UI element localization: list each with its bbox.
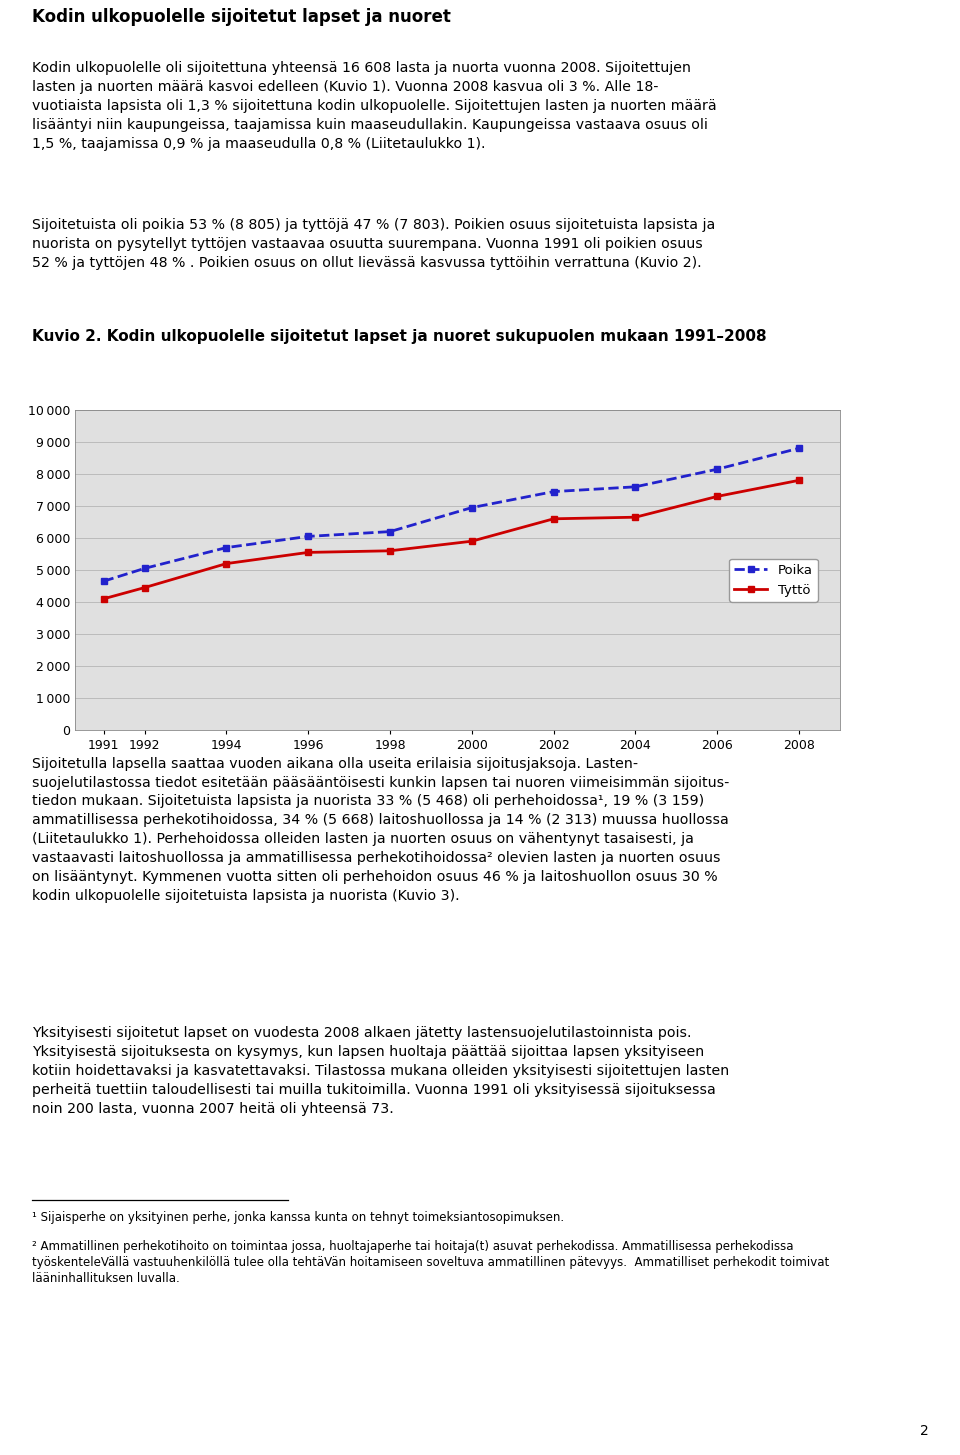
- Tyttö: [302, 544, 314, 562]
- Poika: [98, 572, 109, 589]
- Tyttö: [98, 591, 109, 608]
- Poika: [630, 479, 641, 496]
- Text: Sijoitetuista oli poikia 53 % (8 805) ja tyttöjä 47 % (7 803). Poikien osuus sij: Sijoitetuista oli poikia 53 % (8 805) ja…: [32, 218, 715, 271]
- Legend: Poika, Tyttö: Poika, Tyttö: [729, 559, 818, 602]
- Text: Kodin ulkopuolelle oli sijoitettuna yhteensä 16 608 lasta ja nuorta vuonna 2008.: Kodin ulkopuolelle oli sijoitettuna yhte…: [32, 61, 716, 151]
- Line: Tyttö: Tyttö: [101, 477, 802, 601]
- Poika: [711, 460, 723, 477]
- Tyttö: [630, 508, 641, 525]
- Tyttö: [548, 511, 560, 528]
- Poika: [466, 499, 477, 517]
- Tyttö: [793, 471, 804, 489]
- Poika: [302, 528, 314, 546]
- Text: Kuvio 2. Kodin ulkopuolelle sijoitetut lapset ja nuoret sukupuolen mukaan 1991–2: Kuvio 2. Kodin ulkopuolelle sijoitetut l…: [32, 329, 766, 343]
- Tyttö: [139, 579, 151, 597]
- Poika: [384, 522, 396, 540]
- Text: ¹ Sijaisperhe on yksityinen perhe, jonka kanssa kunta on tehnyt toimeksiantosopi: ¹ Sijaisperhe on yksityinen perhe, jonka…: [32, 1211, 564, 1224]
- Text: Yksityisesti sijoitetut lapset on vuodesta 2008 alkaen jätetty lastensuojelutila: Yksityisesti sijoitetut lapset on vuodes…: [32, 1026, 729, 1116]
- Tyttö: [466, 533, 477, 550]
- Text: Sijoitetulla lapsella saattaa vuoden aikana olla useita erilaisia sijoitusjaksoj: Sijoitetulla lapsella saattaa vuoden aik…: [32, 757, 729, 904]
- Poika: [793, 439, 804, 457]
- Text: 2: 2: [920, 1423, 928, 1438]
- Tyttö: [221, 554, 232, 572]
- Tyttö: [711, 487, 723, 505]
- Text: Kodin ulkopuolelle sijoitetut lapset ja nuoret: Kodin ulkopuolelle sijoitetut lapset ja …: [32, 7, 450, 26]
- Line: Poika: Poika: [101, 445, 802, 583]
- Tyttö: [384, 543, 396, 560]
- Poika: [221, 538, 232, 556]
- Poika: [139, 560, 151, 578]
- Poika: [548, 483, 560, 501]
- Text: ² Ammatillinen perhekotihoito on toimintaa jossa, huoltajaperhe tai hoitaja(t) a: ² Ammatillinen perhekotihoito on toimint…: [32, 1240, 828, 1285]
